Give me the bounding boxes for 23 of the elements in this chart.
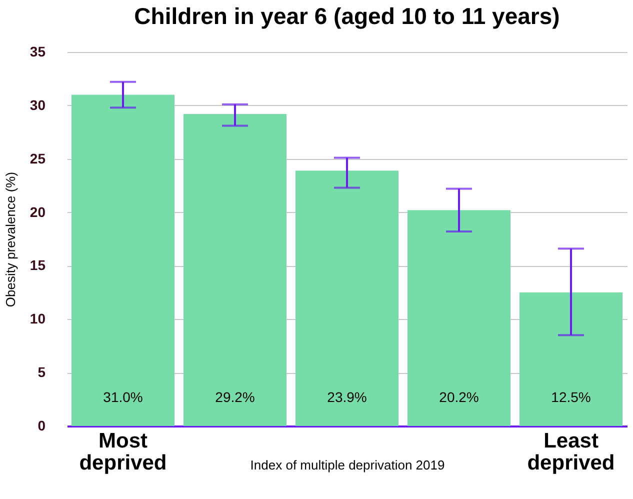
x-tick-label: Most deprived — [79, 430, 167, 474]
y-tick-label: 0 — [38, 418, 46, 434]
y-tick-label: 20 — [30, 204, 46, 220]
bar — [183, 114, 287, 426]
bar — [295, 170, 399, 426]
x-tick-label: Least deprived — [527, 430, 615, 474]
y-tick-label: 5 — [38, 364, 46, 380]
y-tick-label: 10 — [30, 310, 46, 327]
data-label: 23.9% — [327, 389, 367, 405]
data-label: 29.2% — [215, 389, 255, 405]
data-label: 31.0% — [103, 389, 143, 405]
data-label: 12.5% — [551, 389, 591, 405]
bar — [519, 292, 623, 426]
y-tick-label: 35 — [30, 44, 46, 60]
y-axis-title: Obesity prevalence (%) — [2, 172, 18, 308]
y-tick-label: 25 — [30, 150, 46, 166]
bar — [407, 210, 511, 426]
chart-title: Children in year 6 (aged 10 to 11 years) — [134, 3, 560, 29]
bar — [71, 94, 175, 426]
data-label: 20.2% — [439, 389, 479, 405]
y-tick-label: 15 — [30, 257, 46, 274]
x-axis-title: Index of multiple deprivation 2019 — [250, 458, 445, 472]
y-tick-label: 30 — [30, 96, 46, 113]
